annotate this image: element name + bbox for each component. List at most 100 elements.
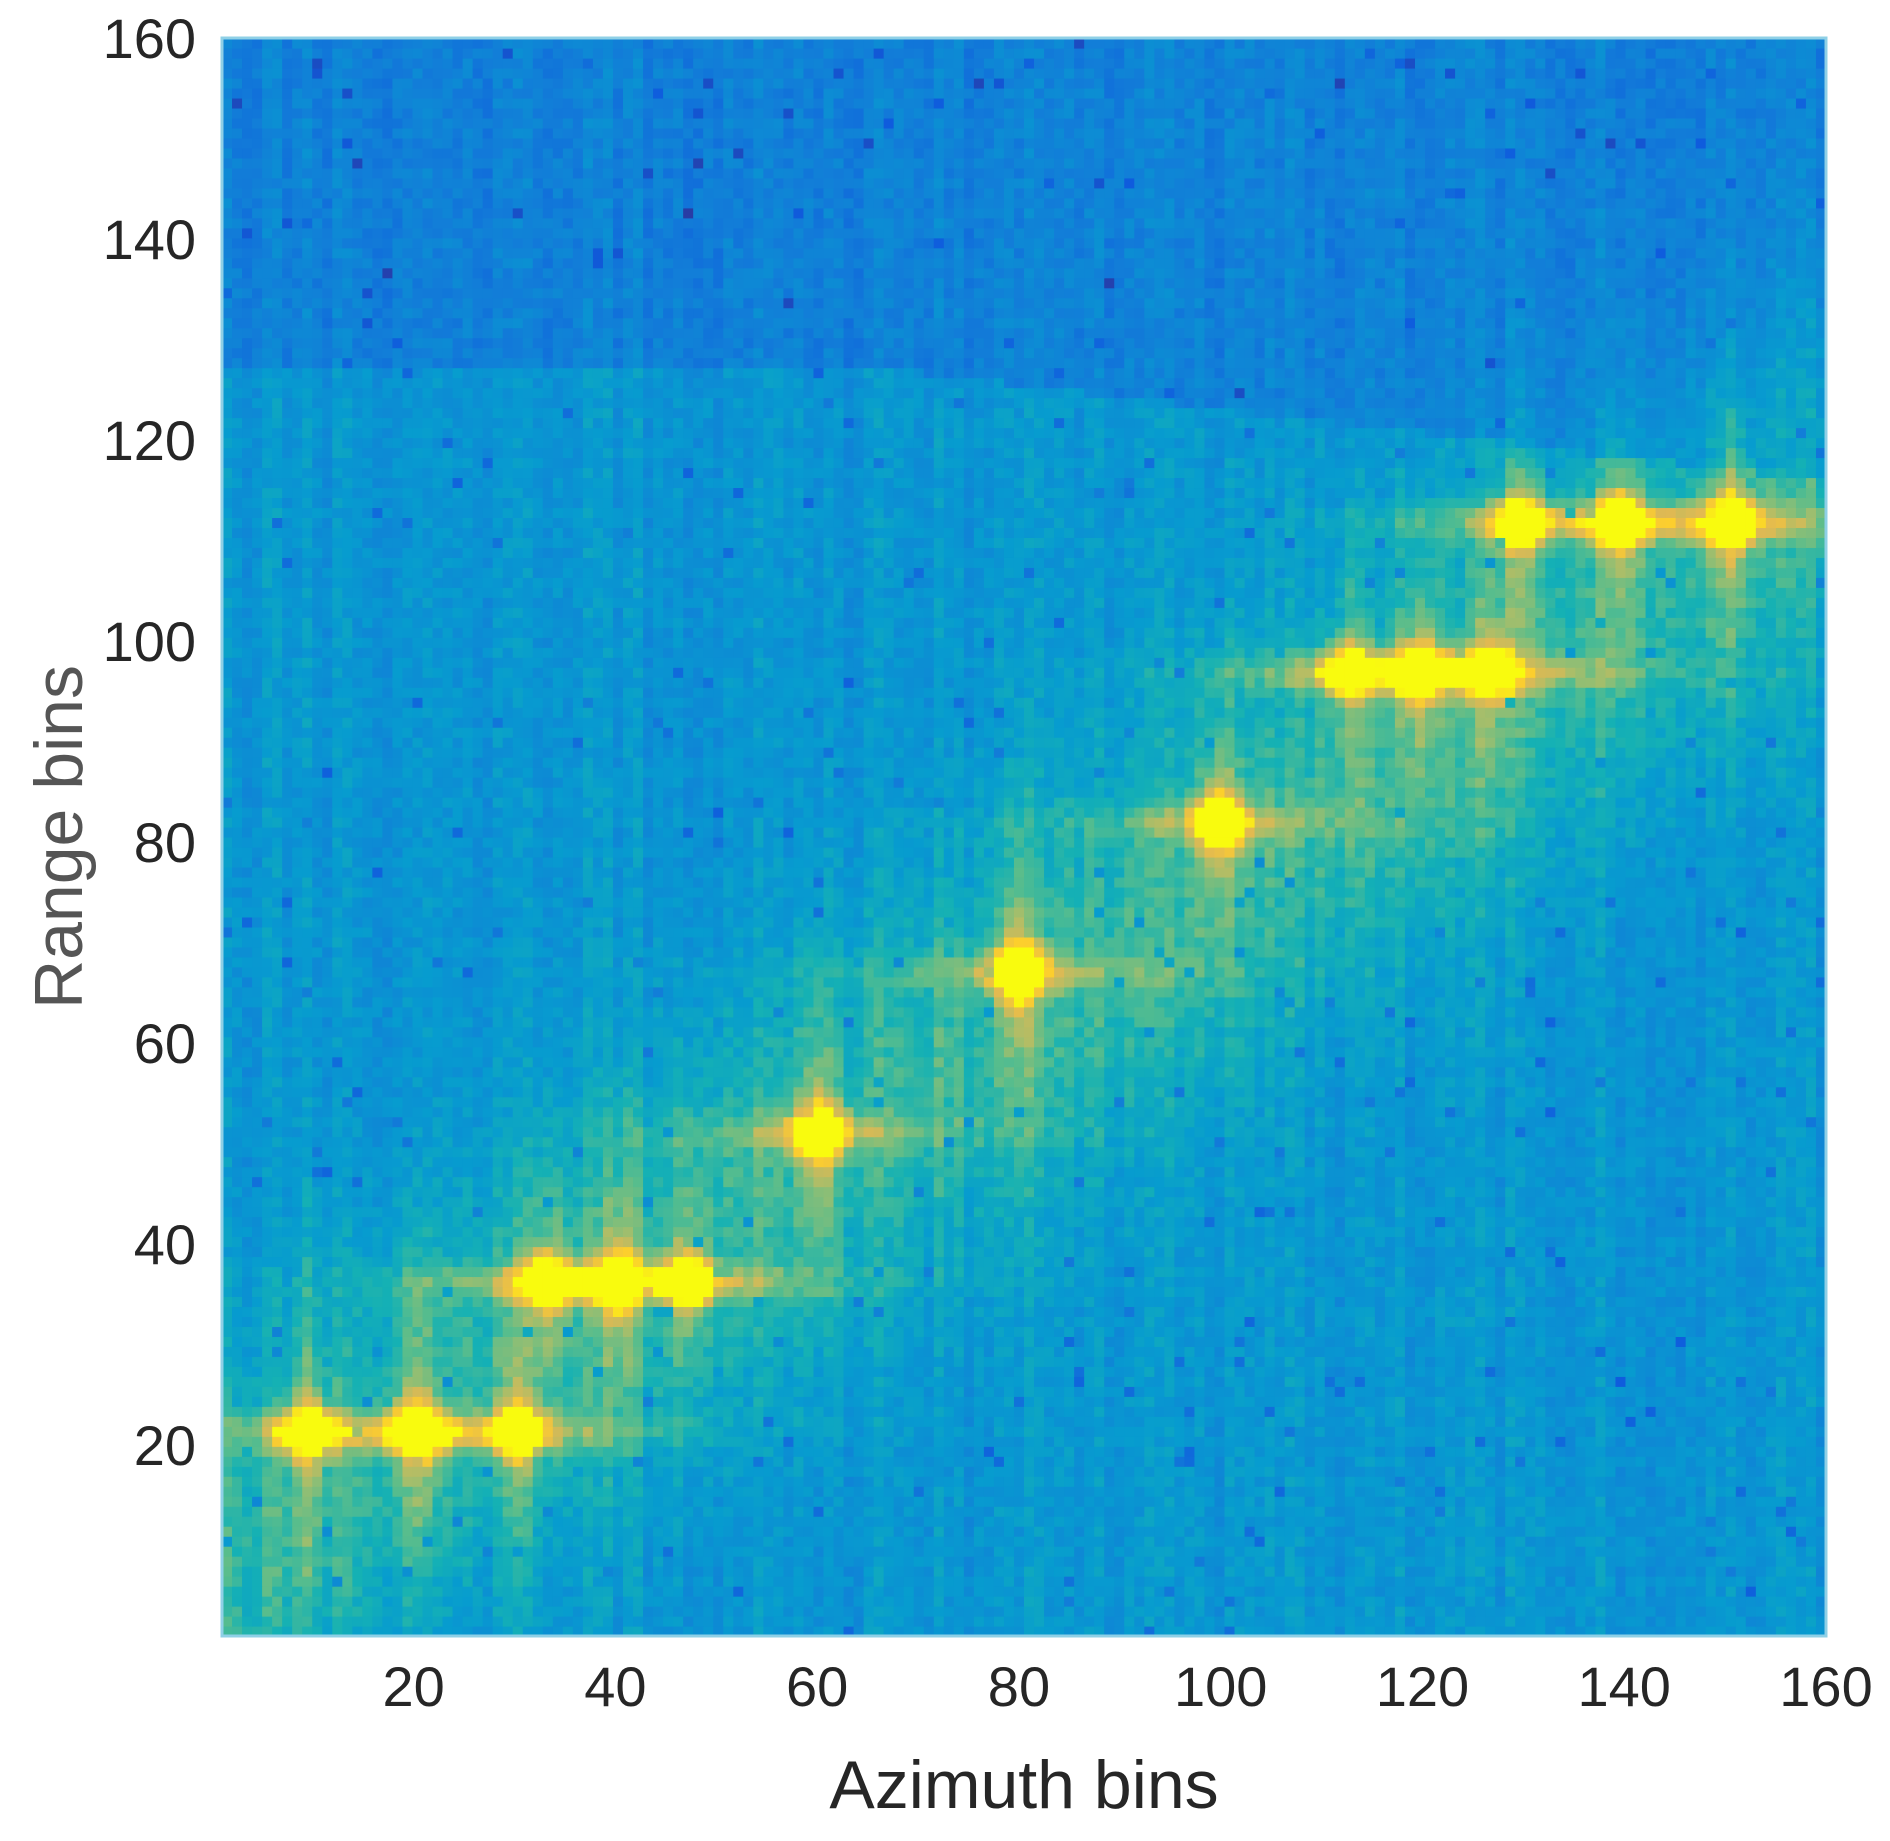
heatmap-cell	[352, 1556, 363, 1567]
heatmap-cell	[1274, 1346, 1286, 1357]
heatmap-cell	[1034, 1506, 1045, 1517]
heatmap-cell	[903, 1416, 915, 1427]
heatmap-cell	[1625, 1616, 1637, 1627]
heatmap-cell	[1224, 1586, 1236, 1597]
heatmap-cell	[693, 1406, 704, 1417]
heatmap-cell	[1555, 1466, 1566, 1477]
heatmap-cell	[1675, 1536, 1687, 1547]
heatmap-cell	[1084, 1386, 1095, 1397]
heatmap-cell	[743, 1506, 754, 1517]
heatmap-cell	[1354, 1566, 1366, 1577]
heatmap-cell	[612, 1596, 624, 1607]
heatmap-cell	[763, 1396, 774, 1407]
heatmap-cell	[1394, 1626, 1406, 1637]
heatmap-cell	[783, 1476, 795, 1487]
heatmap-cell	[1224, 1626, 1236, 1637]
heatmap-cell	[1535, 1326, 1546, 1337]
heatmap-cell	[1515, 1476, 1526, 1487]
heatmap-cell	[572, 1376, 584, 1387]
heatmap-cell	[843, 1406, 855, 1417]
heatmap-cell	[1094, 1416, 1105, 1427]
heatmap-cell	[1304, 1326, 1316, 1337]
heatmap-cell	[352, 1416, 363, 1427]
heatmap-cell	[1224, 1566, 1236, 1577]
heatmap-cell	[362, 1386, 373, 1397]
heatmap-cell	[773, 1426, 785, 1437]
heatmap-cell	[833, 1406, 845, 1417]
heatmap-cell	[1445, 1376, 1456, 1387]
heatmap-cell	[1384, 1386, 1396, 1397]
heatmap-cell	[422, 1316, 434, 1327]
heatmap-cell	[783, 1596, 795, 1607]
heatmap-cell	[763, 1536, 774, 1547]
heatmap-cell	[1394, 1436, 1406, 1447]
heatmap-cell	[1675, 1326, 1687, 1337]
heatmap-cell	[923, 1536, 935, 1547]
heatmap-cell	[843, 1416, 855, 1427]
heatmap-cell	[1675, 1406, 1687, 1417]
heatmap-cell	[1625, 1416, 1637, 1427]
heatmap-cell	[1555, 1476, 1566, 1487]
heatmap-cell	[1344, 1476, 1356, 1487]
heatmap-cell	[813, 1476, 825, 1487]
heatmap-cell	[1555, 1436, 1566, 1447]
heatmap-cell	[1505, 1366, 1516, 1377]
heatmap-cell	[572, 1546, 584, 1557]
heatmap-cell	[923, 1596, 935, 1607]
heatmap-cell	[1635, 1446, 1647, 1457]
heatmap-cell	[1615, 1536, 1627, 1547]
heatmap-cell	[733, 1456, 744, 1467]
heatmap-cell	[602, 1386, 614, 1397]
heatmap-cell	[1465, 1566, 1476, 1577]
heatmap-cell	[773, 1536, 785, 1547]
heatmap-cell	[382, 1596, 394, 1607]
heatmap-cell	[1354, 1476, 1366, 1487]
heatmap-cell	[1034, 1566, 1045, 1577]
heatmap-cell	[1435, 1566, 1446, 1577]
heatmap-cell	[582, 1366, 594, 1377]
heatmap-cell	[1785, 1586, 1797, 1597]
heatmap-cell	[1194, 1456, 1206, 1467]
heatmap-cell	[1234, 1396, 1246, 1407]
heatmap-cell	[683, 1456, 694, 1467]
heatmap-cell	[492, 1626, 504, 1637]
heatmap-cell	[502, 1446, 514, 1457]
heatmap-cell	[482, 1536, 494, 1547]
heatmap-cell	[943, 1446, 955, 1457]
heatmap-cell	[1455, 1346, 1466, 1357]
heatmap-cell	[1244, 1496, 1256, 1507]
heatmap-cell	[312, 1496, 323, 1507]
heatmap-cell	[1374, 1426, 1386, 1437]
heatmap-cell	[993, 1426, 1005, 1437]
heatmap-cell	[1745, 1426, 1757, 1437]
heatmap-cell	[1605, 1556, 1617, 1567]
heatmap-cell	[913, 1596, 925, 1607]
heatmap-cell	[1425, 1466, 1436, 1477]
heatmap-cell	[472, 1586, 484, 1597]
heatmap-cell	[1815, 1486, 1827, 1497]
heatmap-cell	[582, 1336, 594, 1347]
heatmap-cell	[262, 1476, 273, 1487]
heatmap-cell	[472, 1436, 484, 1447]
heatmap-cell	[272, 1586, 283, 1597]
heatmap-cell	[332, 1406, 343, 1417]
heatmap-cell	[1324, 1416, 1336, 1427]
heatmap-cell	[1334, 1406, 1346, 1417]
heatmap-cell	[1515, 1346, 1526, 1357]
heatmap-cell	[1765, 1506, 1777, 1517]
heatmap-cell	[1425, 1356, 1436, 1367]
heatmap-cell	[472, 1326, 484, 1337]
heatmap-cell	[723, 1576, 734, 1587]
heatmap-cell	[983, 1536, 995, 1547]
heatmap-cell	[562, 1396, 574, 1407]
heatmap-cell	[392, 1326, 404, 1337]
heatmap-cell	[1034, 1476, 1045, 1487]
heatmap-cell	[1815, 1436, 1827, 1447]
heatmap-cell	[1254, 1366, 1266, 1377]
heatmap-cell	[282, 1526, 293, 1537]
heatmap-cell	[1535, 1436, 1546, 1447]
heatmap-cell	[633, 1456, 644, 1467]
heatmap-cell	[462, 1356, 474, 1367]
heatmap-cell	[923, 1626, 935, 1637]
heatmap-cell	[873, 1356, 885, 1367]
